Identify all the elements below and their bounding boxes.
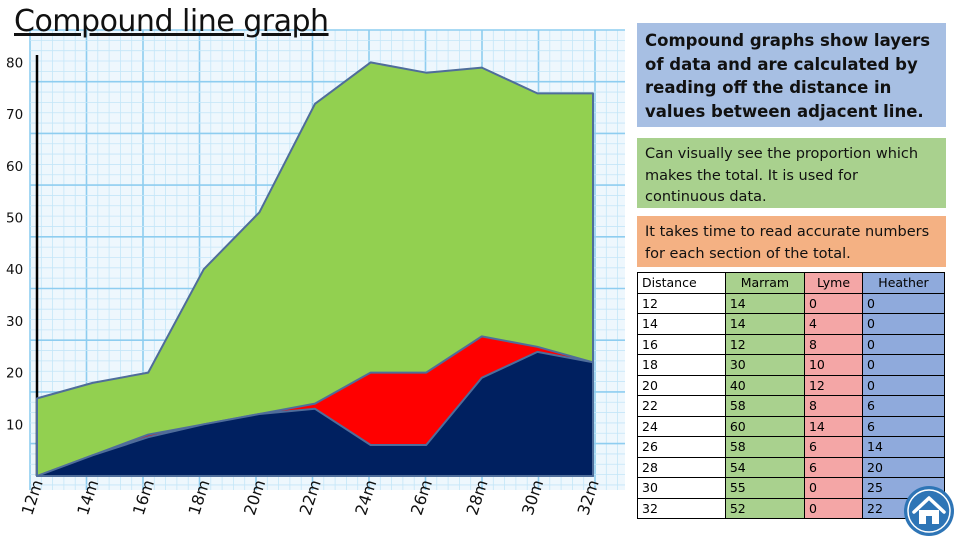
cell-marram: 14	[724, 313, 805, 335]
table-row: 32 52 0 22	[637, 497, 945, 519]
table-row: 12 14 0 0	[637, 292, 945, 314]
cell-lyme: 0	[803, 477, 864, 499]
cell-distance: 12	[637, 292, 726, 314]
y-tick-label: 10	[6, 417, 23, 433]
info-box-disadvantage: It takes time to read accurate numbers f…	[637, 216, 946, 267]
cell-marram: 12	[724, 333, 805, 355]
cell-lyme: 6	[803, 436, 864, 458]
cell-distance: 18	[637, 354, 726, 376]
cell-lyme: 8	[803, 333, 864, 355]
cell-distance: 14	[637, 313, 726, 335]
table-row: 20 40 12 0	[637, 374, 945, 396]
cell-marram: 58	[724, 436, 805, 458]
cell-heather: 6	[862, 415, 945, 437]
cell-marram: 54	[724, 456, 805, 478]
table-row: 22 58 8 6	[637, 395, 945, 417]
table-row: 16 12 8 0	[637, 333, 945, 355]
chart-areas	[36, 61, 594, 477]
data-table: Distance Marram Lyme Heather 12 14 0 0 14 14…	[637, 272, 945, 519]
x-tick-label: 12m	[18, 477, 47, 517]
cell-marram: 52	[724, 497, 805, 519]
y-tick-label: 20	[6, 366, 23, 382]
y-tick-label: 30	[6, 314, 23, 330]
header-lyme: Lyme	[803, 272, 864, 294]
table-row: 18 30 10 0	[637, 354, 945, 376]
cell-heather: 14	[862, 436, 945, 458]
y-tick-label: 40	[6, 262, 23, 278]
cell-distance: 22	[637, 395, 726, 417]
table-row: 24 60 14 6	[637, 415, 945, 437]
cell-lyme: 6	[803, 456, 864, 478]
table-row: 30 55 0 25	[637, 477, 945, 499]
y-tick-label: 80	[6, 55, 23, 71]
table-row: 14 14 4 0	[637, 313, 945, 335]
cell-heather: 0	[862, 333, 945, 355]
y-axis-ticks: 10 20 30 40 50 60 70 80	[6, 55, 23, 433]
header-distance: Distance	[637, 272, 726, 294]
table-header-row: Distance Marram Lyme Heather	[637, 272, 945, 294]
cell-lyme: 10	[803, 354, 864, 376]
cell-distance: 30	[637, 477, 726, 499]
y-tick-label: 50	[6, 211, 23, 227]
cell-heather: 0	[862, 354, 945, 376]
info-box-advantage: Can visually see the proportion which ma…	[637, 138, 946, 208]
cell-marram: 40	[724, 374, 805, 396]
cell-marram: 55	[724, 477, 805, 499]
header-heather: Heather	[862, 272, 945, 294]
cell-lyme: 14	[803, 415, 864, 437]
cell-heather: 20	[862, 456, 945, 478]
page-title: Compound line graph	[14, 4, 329, 39]
cell-marram: 58	[724, 395, 805, 417]
cell-distance: 26	[637, 436, 726, 458]
cell-lyme: 12	[803, 374, 864, 396]
cell-lyme: 0	[803, 497, 864, 519]
cell-lyme: 4	[803, 313, 864, 335]
home-icon[interactable]	[903, 485, 955, 537]
cell-heather: 0	[862, 292, 945, 314]
table-row: 26 58 6 14	[637, 436, 945, 458]
y-tick-label: 70	[6, 107, 23, 123]
cell-heather: 0	[862, 313, 945, 335]
cell-marram: 60	[724, 415, 805, 437]
cell-heather: 0	[862, 374, 945, 396]
cell-distance: 16	[637, 333, 726, 355]
cell-distance: 24	[637, 415, 726, 437]
cell-distance: 20	[637, 374, 726, 396]
cell-lyme: 8	[803, 395, 864, 417]
area-heather	[36, 350, 594, 477]
cell-marram: 30	[724, 354, 805, 376]
table-row: 28 54 6 20	[637, 456, 945, 478]
info-box-definition: Compound graphs show layers of data and …	[637, 23, 946, 127]
y-tick-label: 60	[6, 159, 23, 175]
cell-lyme: 0	[803, 292, 864, 314]
cell-marram: 14	[724, 292, 805, 314]
cell-distance: 28	[637, 456, 726, 478]
header-marram: Marram	[724, 272, 805, 294]
cell-distance: 32	[637, 497, 726, 519]
cell-heather: 6	[862, 395, 945, 417]
